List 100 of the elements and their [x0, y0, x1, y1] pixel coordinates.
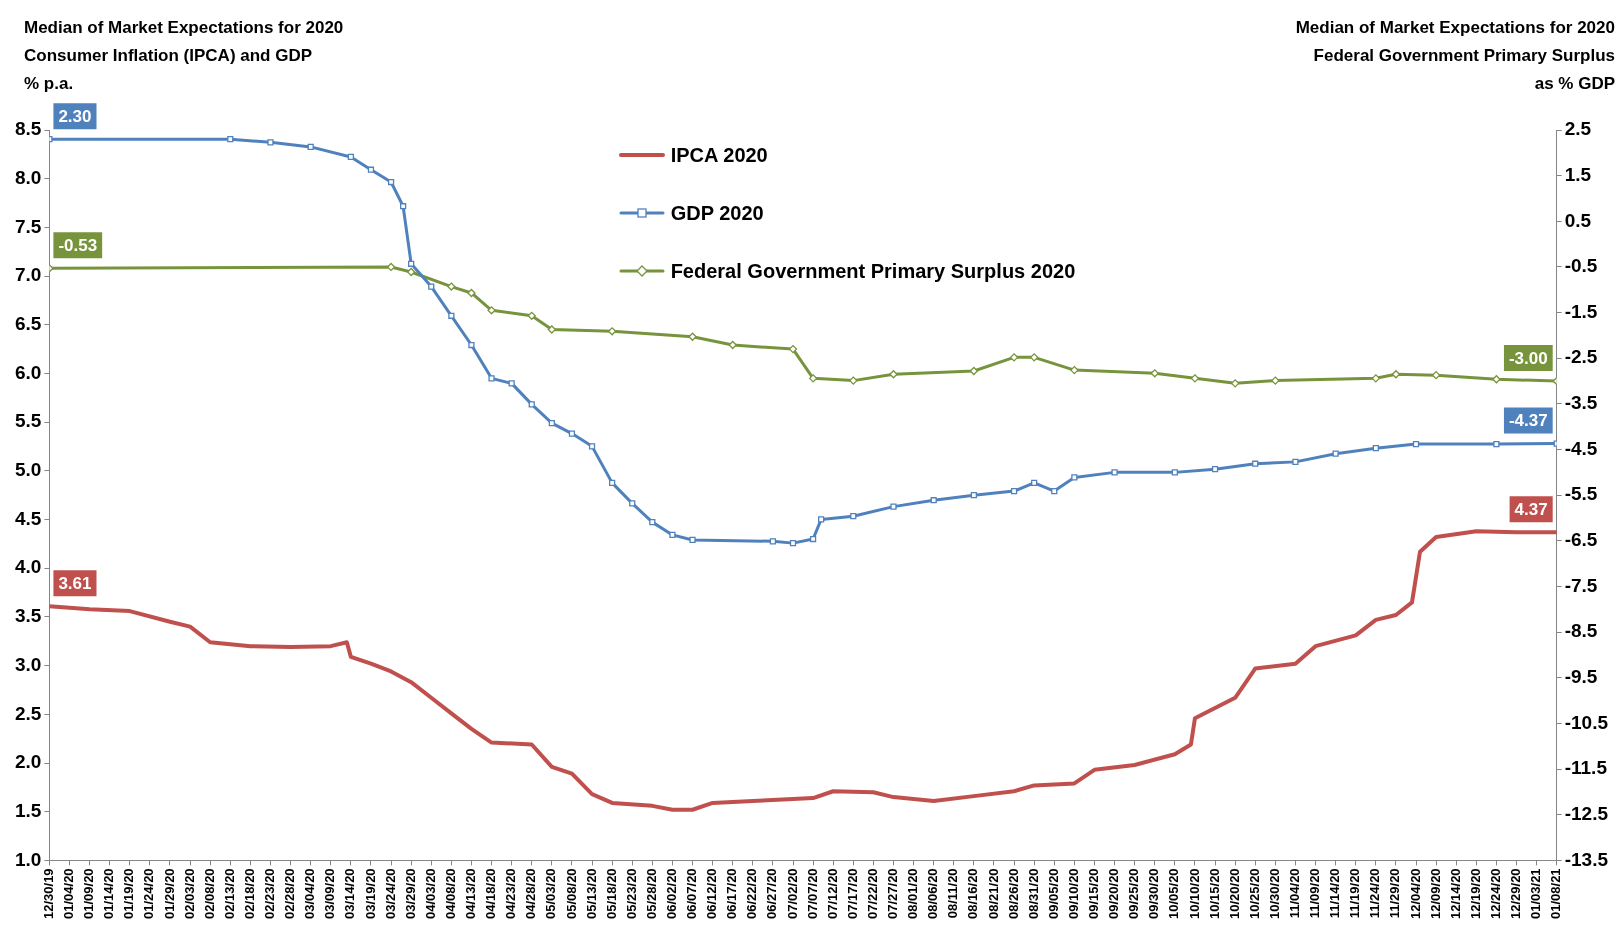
x-tick-label: 08/16/20 [965, 868, 981, 920]
point [728, 340, 737, 350]
point [1010, 487, 1018, 495]
x-tick-label: 12/04/20 [1407, 868, 1423, 920]
point [267, 139, 274, 146]
point [1271, 376, 1280, 385]
x-tick-label: 06/27/20 [764, 868, 780, 920]
point [447, 282, 456, 291]
x-tick-label: 01/24/20 [141, 868, 157, 920]
x-tick-label: 01/09/20 [81, 868, 97, 920]
x-tick-label: 03/09/20 [322, 868, 338, 920]
data-label: -0.53 [58, 236, 98, 256]
point [969, 366, 979, 376]
point [1211, 466, 1219, 473]
y2-tick-label: 0.5 [1564, 209, 1592, 231]
y2-tick-label: -3.5 [1564, 392, 1598, 414]
x-tick-label: 08/11/20 [945, 868, 961, 919]
x-tick-label: 03/19/20 [362, 868, 378, 920]
y-tick-label: 1.5 [14, 799, 42, 821]
x-tick-label: 08/06/20 [925, 868, 941, 920]
x-tick-label: 02/18/20 [241, 868, 257, 920]
y2-tick-label: -0.5 [1564, 255, 1598, 277]
y2-tick-label: -2.5 [1564, 346, 1598, 368]
y-tick-label: 3.5 [14, 605, 42, 627]
y2-tick-label: -8.5 [1564, 620, 1598, 642]
x-tick-label: 01/08/21 [1548, 868, 1564, 920]
point [1431, 370, 1441, 380]
point [547, 325, 556, 334]
x-tick-label: 09/30/20 [1146, 868, 1162, 920]
point [849, 376, 858, 385]
data-label: 3.61 [58, 573, 92, 593]
x-tick-label: 02/13/20 [221, 868, 237, 920]
point [408, 260, 415, 267]
y-tick-label: 4.5 [14, 507, 42, 529]
x-tick-label: 04/23/20 [503, 868, 519, 920]
x-tick-label: 12/19/20 [1467, 868, 1483, 920]
point [818, 516, 825, 523]
x-tick-label: 02/28/20 [282, 868, 298, 920]
y2-tick-label: 2.5 [1564, 118, 1592, 140]
y2-tick-label: -1.5 [1564, 300, 1598, 322]
x-tick-label: 11/04/20 [1287, 868, 1303, 919]
x-tick-label: 12/24/20 [1487, 868, 1503, 920]
y-tick-label: 8.5 [14, 118, 42, 140]
point [1171, 469, 1178, 476]
point [689, 536, 696, 544]
x-tick-label: 05/18/20 [603, 868, 619, 920]
x-tick-label: 12/29/20 [1508, 868, 1524, 920]
x-tick-label: 10/10/20 [1186, 868, 1202, 920]
x-tick-label: 04/18/20 [483, 868, 499, 920]
point [649, 519, 656, 526]
point [1493, 440, 1500, 448]
x-tick-label: 12/14/20 [1447, 868, 1463, 920]
x-tick-label: 03/14/20 [342, 868, 358, 920]
x-tick-label: 03/04/20 [302, 868, 318, 920]
point [347, 153, 354, 161]
y2-tick-label: -13.5 [1564, 848, 1609, 870]
x-tick-label: 09/20/20 [1106, 868, 1122, 920]
legend-label: Federal Government Primary Surplus 2020 [670, 259, 1076, 283]
point [1332, 450, 1339, 457]
legend-label: GDP 2020 [670, 201, 764, 225]
point [1230, 379, 1240, 388]
point [1412, 440, 1420, 448]
y-tick-label: 2.5 [14, 702, 42, 724]
x-tick-label: 07/02/20 [784, 868, 800, 920]
y2-tick-label: -12.5 [1564, 802, 1609, 824]
point [568, 430, 576, 437]
x-tick-label: 05/28/20 [643, 868, 659, 920]
x-tick-label: 04/08/20 [442, 868, 458, 920]
x-tick-label: 06/02/20 [664, 868, 679, 920]
point [468, 341, 475, 349]
x-tick-label: 08/21/20 [985, 868, 1001, 920]
x-tick-label: 02/03/20 [181, 868, 197, 920]
x-tick-label: 02/08/20 [201, 868, 217, 920]
point [889, 370, 898, 379]
point [1070, 365, 1079, 375]
point [970, 492, 977, 499]
x-tick-label: 06/12/20 [704, 868, 720, 920]
y2-axis-title: Median of Market Expectations for 2020 Federal Government Primary Surplus as % GDP [1295, 17, 1615, 95]
point [809, 535, 817, 543]
x-tick-label: 12/09/20 [1427, 868, 1443, 920]
point [527, 311, 536, 320]
x-tick-label: 11/14/20 [1327, 868, 1343, 919]
point [1051, 487, 1058, 495]
legend-label: IPCA 2020 [670, 143, 768, 167]
point [1009, 353, 1019, 362]
y2-tick-label: -11.5 [1564, 757, 1608, 779]
point [609, 479, 616, 486]
x-tick-label: 01/19/20 [121, 868, 137, 920]
point [367, 166, 375, 173]
x-tick-label: 05/08/20 [563, 868, 579, 920]
x-tick-label: 05/03/20 [543, 868, 559, 920]
point [588, 443, 596, 450]
point [307, 143, 314, 151]
point [1372, 445, 1379, 452]
y-tick-label: 7.5 [14, 215, 42, 237]
point [407, 267, 416, 277]
x-tick-label: 01/14/20 [101, 868, 117, 920]
point [467, 288, 476, 298]
y-tick-label: 5.0 [14, 459, 42, 481]
y-tick-label: 3.0 [14, 653, 42, 675]
